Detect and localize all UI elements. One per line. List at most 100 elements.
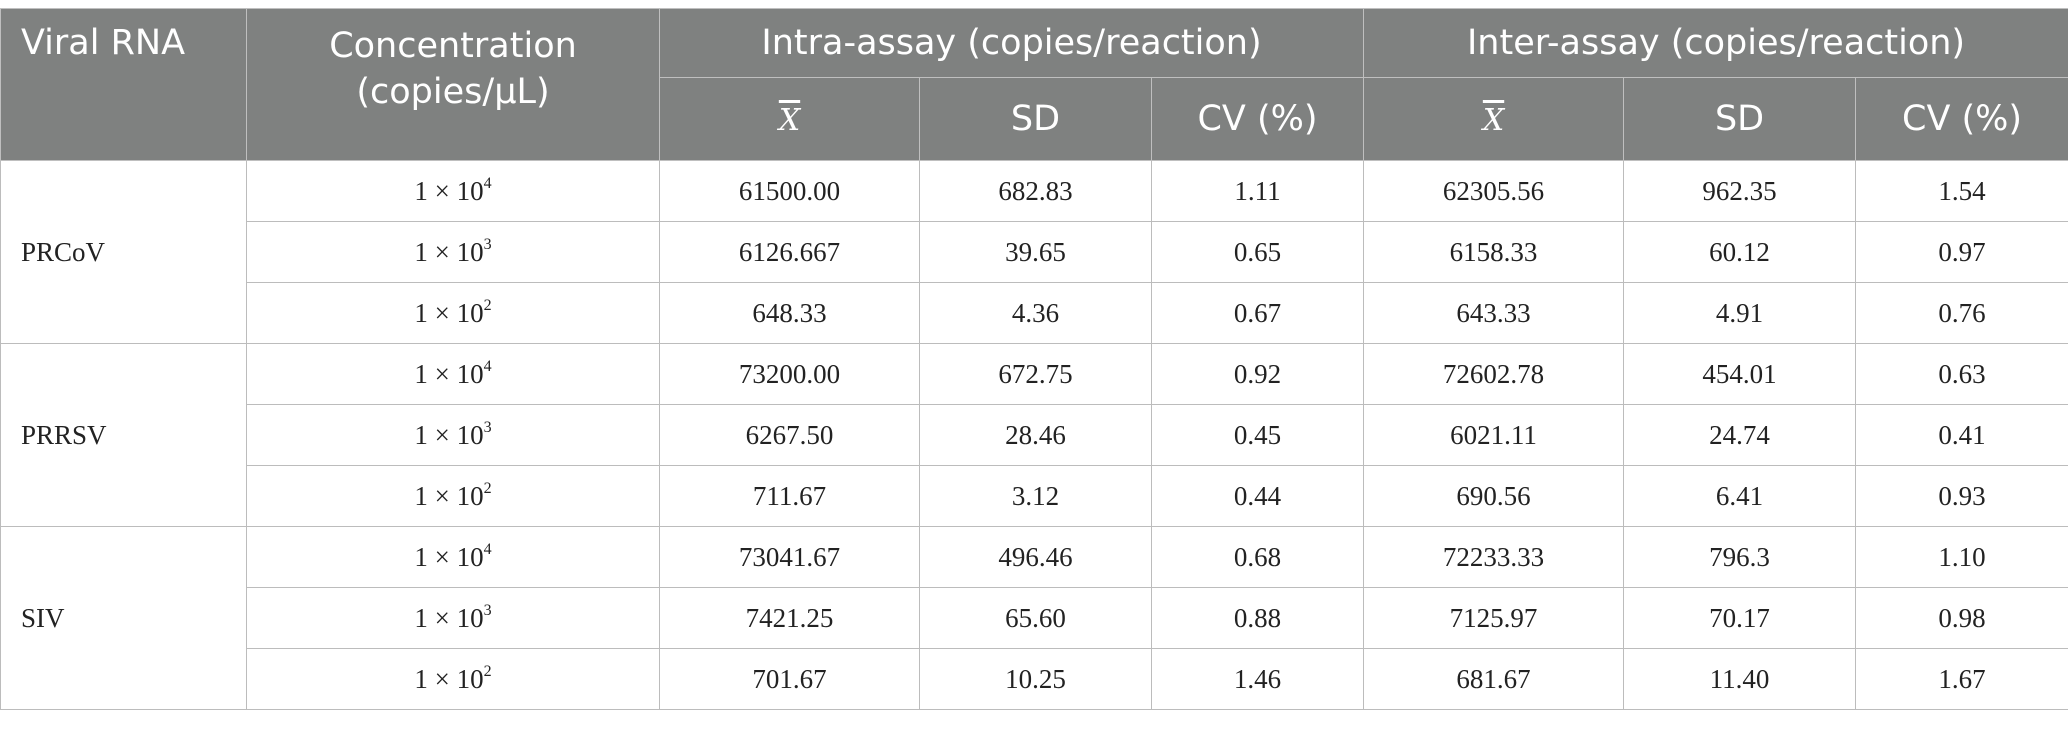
header-inter-sd: SD: [1623, 77, 1857, 161]
inter-cv-cell: 1.10: [1855, 526, 2068, 588]
concentration-base: 1 × 10: [414, 298, 484, 328]
header-concentration: Concentration (copies/μL): [246, 8, 660, 161]
intra-cv-cell: 0.92: [1150, 343, 1365, 405]
header-viral-rna: Viral RNA: [0, 8, 247, 161]
concentration-cell: 1 × 102: [246, 648, 660, 710]
intra-mean-cell: 6126.667: [659, 221, 920, 283]
inter-mean-cell: 72233.33: [1363, 526, 1625, 588]
mean-symbol: X: [1482, 103, 1505, 138]
concentration-cell: 1 × 104: [246, 526, 660, 588]
concentration-base: 1 × 10: [414, 481, 484, 511]
concentration-exponent: 2: [483, 663, 492, 680]
concentration-exponent: 2: [483, 297, 492, 314]
inter-cv-cell: 0.93: [1855, 465, 2068, 527]
inter-sd-cell: 70.17: [1623, 587, 1857, 649]
inter-mean-cell: 6158.33: [1363, 221, 1625, 283]
inter-sd-cell: 24.74: [1623, 404, 1857, 466]
header-concentration-line1: Concentration: [329, 26, 577, 66]
intra-sd-cell: 682.83: [919, 160, 1152, 222]
virus-name-cell: SIV: [0, 526, 247, 710]
concentration-exponent: 3: [483, 419, 492, 436]
intra-mean-cell: 6267.50: [659, 404, 920, 466]
table-body: PRCoV 1 × 104 61500.00 682.83 1.11 62305.56 96…: [0, 160, 2068, 710]
concentration-cell: 1 × 102: [246, 282, 660, 344]
inter-mean-cell: 7125.97: [1363, 587, 1625, 649]
inter-cv-cell: 0.76: [1855, 282, 2068, 344]
intra-mean-cell: 701.67: [659, 648, 920, 710]
intra-cv-cell: 0.65: [1150, 221, 1365, 283]
table-row: SIV 1 × 104 73041.67 496.46 0.68 72233.33 796.…: [0, 526, 2068, 710]
table-row: PRRSV 1 × 104 73200.00 672.75 0.92 72602.78 45…: [0, 343, 2068, 527]
inter-mean-cell: 6021.11: [1363, 404, 1625, 466]
concentration-base: 1 × 10: [414, 359, 484, 389]
concentration-cell: 1 × 104: [246, 160, 660, 222]
concentration-cell: 1 × 103: [246, 221, 660, 283]
mean-symbol: X: [778, 103, 801, 138]
inter-mean-cell: 72602.78: [1363, 343, 1625, 405]
concentration-cell: 1 × 102: [246, 465, 660, 527]
inter-cv-cell: 0.41: [1855, 404, 2068, 466]
inter-cv-cell: 1.54: [1855, 160, 2068, 222]
header-inter-cv: CV (%): [1855, 77, 2068, 161]
intra-sd-cell: 28.46: [919, 404, 1152, 466]
intra-mean-cell: 73041.67: [659, 526, 920, 588]
inter-mean-cell: 643.33: [1363, 282, 1625, 344]
inter-cv-cell: 1.67: [1855, 648, 2068, 710]
concentration-base: 1 × 10: [414, 237, 484, 267]
inter-sd-cell: 6.41: [1623, 465, 1857, 527]
inter-mean-cell: 681.67: [1363, 648, 1625, 710]
intra-sd-cell: 10.25: [919, 648, 1152, 710]
intra-sd-cell: 4.36: [919, 282, 1152, 344]
intra-mean-cell: 7421.25: [659, 587, 920, 649]
inter-cv-cell: 0.63: [1855, 343, 2068, 405]
table-row: 1 × 103 6126.667 39.65 0.65 6158.33 60.12 0.97: [1, 221, 2068, 283]
concentration-base: 1 × 10: [414, 176, 484, 206]
intra-mean-cell: 711.67: [659, 465, 920, 527]
concentration-base: 1 × 10: [414, 603, 484, 633]
intra-mean-cell: 73200.00: [659, 343, 920, 405]
virus-name-cell: PRRSV: [0, 343, 247, 527]
header-inter-mean: X: [1363, 77, 1625, 161]
intra-mean-cell: 61500.00: [659, 160, 920, 222]
header-intra-mean: X: [659, 77, 920, 161]
inter-mean-cell: 62305.56: [1363, 160, 1625, 222]
virus-name-cell: PRCoV: [0, 160, 247, 344]
intra-cv-cell: 0.67: [1150, 282, 1365, 344]
inter-sd-cell: 796.3: [1623, 526, 1857, 588]
table-row: 1 × 102 711.67 3.12 0.44 690.56 6.41 0.93: [1, 465, 2068, 527]
intra-cv-cell: 0.44: [1150, 465, 1365, 527]
table-row: 1 × 103 7421.25 65.60 0.88 7125.97 70.17 0.98: [1, 587, 2068, 649]
inter-sd-cell: 60.12: [1623, 221, 1857, 283]
intra-mean-cell: 648.33: [659, 282, 920, 344]
concentration-cell: 1 × 103: [246, 587, 660, 649]
table-row: 1 × 102 648.33 4.36 0.67 643.33 4.91 0.76: [1, 282, 2068, 344]
header-inter-assay: Inter-assay (copies/reaction): [1363, 8, 2068, 78]
assay-table: Viral RNA Concentration (copies/μL) Intra…: [0, 8, 2068, 710]
inter-sd-cell: 962.35: [1623, 160, 1857, 222]
intra-cv-cell: 1.46: [1150, 648, 1365, 710]
header-intra-assay: Intra-assay (copies/reaction): [658, 8, 1365, 78]
intra-sd-cell: 672.75: [919, 343, 1152, 405]
concentration-exponent: 4: [483, 175, 492, 192]
inter-cv-cell: 0.98: [1855, 587, 2068, 649]
concentration-cell: 1 × 104: [246, 343, 660, 405]
intra-cv-cell: 0.88: [1150, 587, 1365, 649]
table-row: 1 × 103 6267.50 28.46 0.45 6021.11 24.74 0.41: [1, 404, 2068, 466]
header-intra-sd: SD: [919, 77, 1152, 161]
table-row: 1 × 102 701.67 10.25 1.46 681.67 11.40 1.67: [1, 648, 2068, 710]
table-row: PRCoV 1 × 104 61500.00 682.83 1.11 62305.56 96…: [0, 160, 2068, 344]
intra-sd-cell: 496.46: [919, 526, 1152, 588]
concentration-exponent: 3: [483, 602, 492, 619]
concentration-base: 1 × 10: [414, 664, 484, 694]
inter-sd-cell: 11.40: [1623, 648, 1857, 710]
intra-cv-cell: 0.45: [1150, 404, 1365, 466]
inter-cv-cell: 0.97: [1855, 221, 2068, 283]
header-concentration-line2: (copies/μL): [356, 72, 550, 112]
inter-sd-cell: 4.91: [1623, 282, 1857, 344]
intra-cv-cell: 0.68: [1150, 526, 1365, 588]
intra-sd-cell: 39.65: [919, 221, 1152, 283]
intra-sd-cell: 65.60: [919, 587, 1152, 649]
header-intra-cv: CV (%): [1150, 77, 1365, 161]
concentration-exponent: 3: [483, 236, 492, 253]
concentration-base: 1 × 10: [414, 420, 484, 450]
